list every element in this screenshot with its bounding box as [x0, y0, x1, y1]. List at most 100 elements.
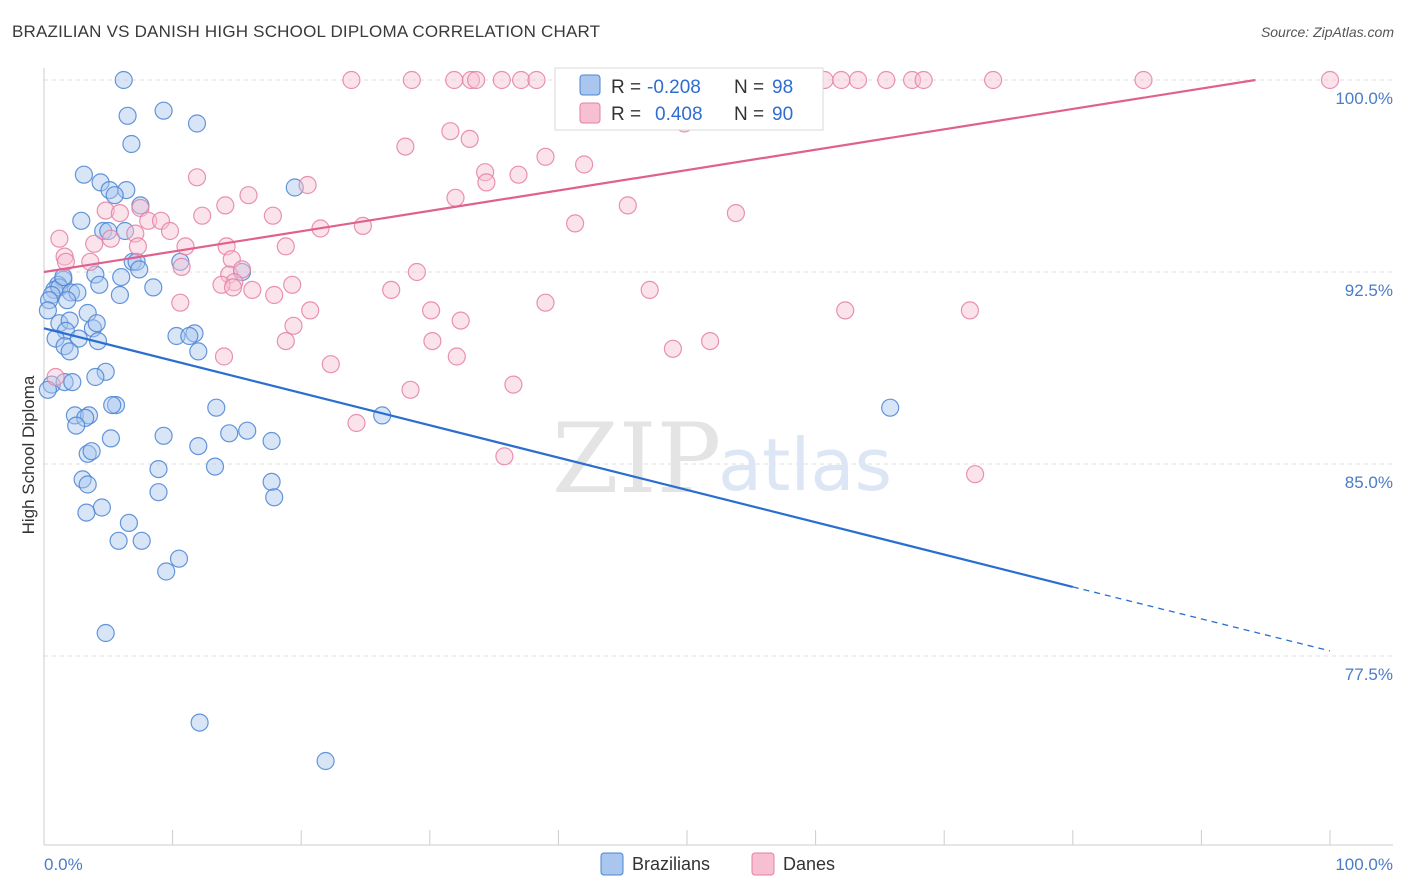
source-credit: Source: ZipAtlas.com [1260, 24, 1394, 40]
dane-point-76 [640, 280, 659, 299]
dane-point-60 [85, 234, 104, 253]
brazilian-point-85 [132, 531, 151, 550]
brazilian-point-67 [220, 424, 239, 443]
brazilian-point-2 [187, 114, 207, 133]
legend-r-label-danes: R = [611, 104, 641, 125]
dane-point-22 [1320, 70, 1340, 90]
dane-point-94 [960, 301, 980, 320]
brazilian-point-30 [90, 275, 109, 294]
dane-point-39 [618, 196, 637, 215]
y-axis-label: High School Diploma [19, 375, 38, 534]
dane-point-97 [965, 465, 985, 484]
brazilian-point-89 [96, 623, 115, 643]
brazilian-point-44 [185, 324, 204, 343]
dane-point-65 [172, 257, 191, 276]
dane-point-20 [983, 70, 1003, 90]
dane-point-91 [700, 332, 720, 351]
brazilian-point-49 [55, 337, 74, 356]
dane-point-59 [276, 237, 295, 256]
dane-point-84 [423, 332, 442, 351]
brazilian-point-4 [74, 165, 94, 184]
legend-swatch-brazilians [579, 74, 601, 96]
brazilian-point-21 [112, 268, 131, 287]
legend-r-value-danes: 0.408 [655, 104, 703, 125]
dane-point-96 [495, 447, 514, 466]
dane-point-0 [342, 70, 361, 90]
brazilian-point-75 [149, 460, 168, 479]
dane-point-33 [477, 173, 496, 192]
dane-point-79 [171, 293, 190, 312]
dane-point-41 [193, 206, 212, 225]
axes [43, 68, 1393, 846]
dane-point-1 [402, 70, 421, 90]
brazilian-trend-extension [1072, 586, 1331, 652]
dane-point-75 [382, 280, 401, 299]
dane-point-63 [81, 252, 100, 271]
dane-point-87 [504, 375, 523, 394]
dane-point-82 [284, 316, 303, 335]
bottom-legend: Brazilians Danes [600, 852, 835, 876]
dane-point-19 [914, 70, 933, 90]
brazilian-point-82 [92, 498, 112, 517]
brazilian-point-10 [105, 186, 124, 205]
dane-point-34 [574, 155, 594, 174]
brazilian-point-6 [154, 101, 173, 120]
brazilian-point-31 [110, 285, 130, 305]
dane-point-86 [321, 355, 340, 374]
dane-point-85 [447, 347, 466, 366]
dane-point-28 [396, 137, 415, 156]
brazilian-point-90 [190, 713, 209, 732]
dane-point-30 [536, 147, 555, 166]
dane-point-35 [187, 168, 207, 187]
dane-point-56 [128, 237, 147, 256]
x-tick-label-min: 0.0% [44, 855, 83, 874]
dane-point-16 [877, 70, 896, 90]
dane-point-32 [509, 165, 528, 184]
brazilian-point-83 [77, 503, 96, 522]
legend-n-value-danes: 90 [772, 104, 793, 125]
brazilian-trend-line [43, 327, 1074, 588]
legend-n-label-brazilians: N = [734, 77, 764, 98]
brazilian-point-13 [94, 221, 113, 241]
dane-point-55 [101, 229, 121, 248]
brazilian-point-51 [189, 342, 208, 361]
dane-point-70 [212, 275, 231, 294]
brazilian-point-12 [72, 211, 91, 230]
bottom-legend-swatch-danes [751, 852, 775, 876]
brazilian-point-29 [68, 283, 87, 302]
brazilian-point-56 [63, 373, 82, 392]
brazilian-point-3 [122, 134, 141, 154]
dane-point-62 [56, 252, 76, 271]
dane-point-90 [46, 367, 65, 387]
dane-point-45 [139, 211, 158, 230]
watermark-zip: ZIP [552, 403, 721, 515]
brazilian-point-59 [103, 396, 122, 415]
dane-point-27 [441, 122, 460, 141]
brazilian-point-45 [180, 326, 199, 346]
brazilian-point-72 [101, 429, 121, 448]
brazilian-point-1 [118, 106, 137, 125]
grid-lines [44, 79, 1393, 657]
legend-n-value-brazilians: 98 [772, 77, 793, 98]
brazilian-point-0 [114, 70, 133, 90]
dane-point-49 [726, 204, 746, 223]
brazilian-point-74 [82, 442, 101, 461]
trend-lines [43, 78, 1331, 652]
brazilian-point-42 [87, 314, 106, 333]
dane-point-37 [239, 186, 258, 205]
dane-point-4 [467, 70, 486, 90]
brazilian-point-43 [167, 326, 186, 346]
dane-point-6 [511, 70, 531, 90]
brazilian-point-32 [144, 278, 163, 297]
brazilian-point-58 [106, 396, 126, 415]
dane-point-73 [265, 285, 284, 305]
dane-point-81 [451, 311, 470, 330]
dane-point-29 [460, 129, 479, 148]
y-tick-label-2: 85.0% [1345, 473, 1393, 492]
brazilian-point-9 [117, 181, 136, 200]
brazilian-point-15 [115, 221, 135, 241]
brazilian-point-55 [55, 373, 74, 392]
brazilian-point-69 [154, 426, 173, 445]
legend-r-value-brazilians: -0.208 [647, 77, 701, 98]
brazilian-point-53 [86, 367, 105, 387]
